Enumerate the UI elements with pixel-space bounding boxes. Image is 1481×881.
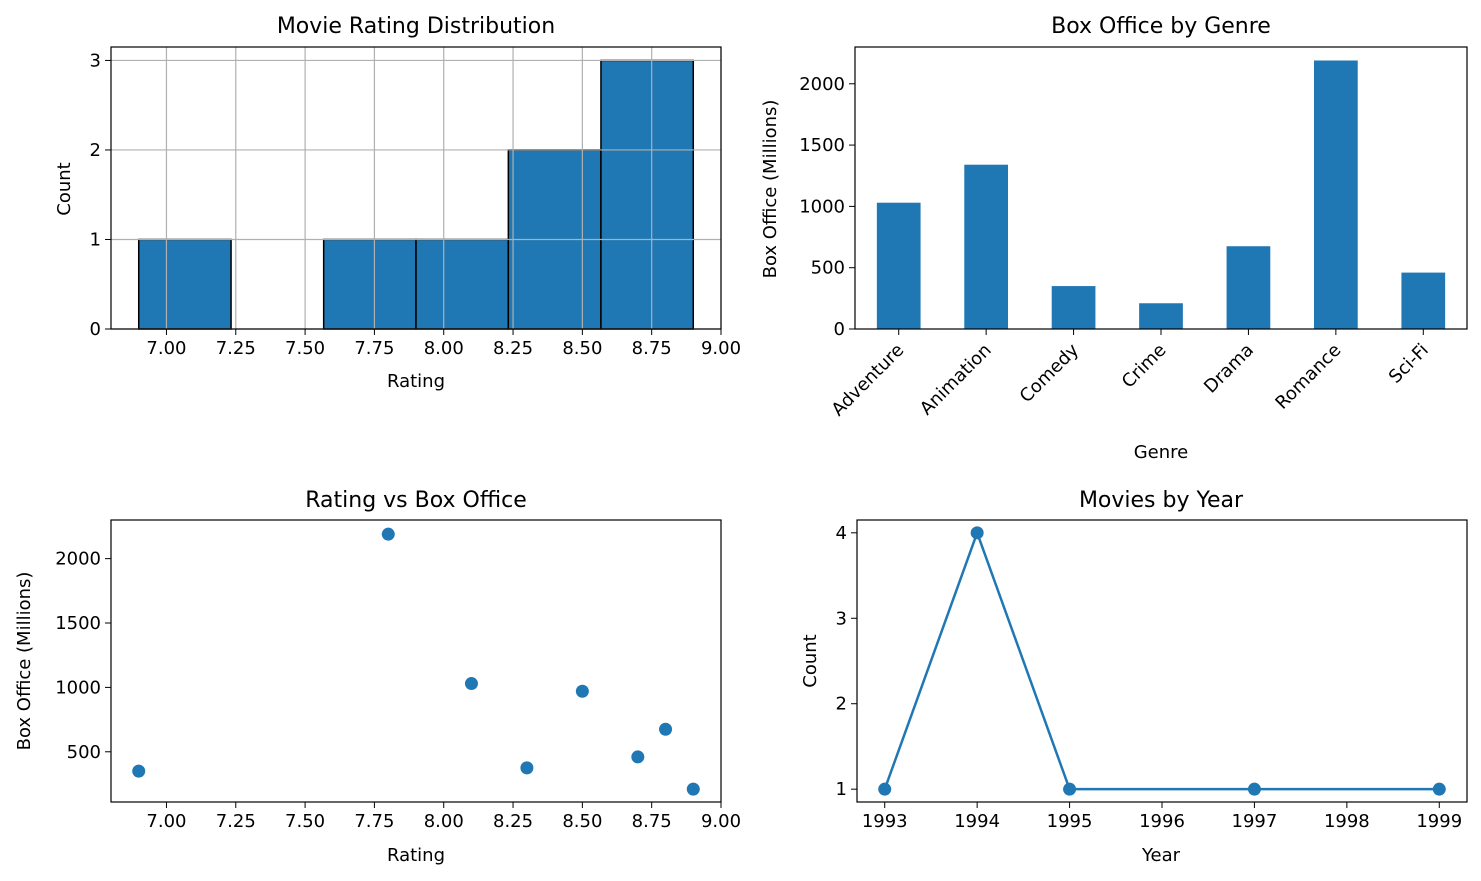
x-tick-label: 1999 (1416, 811, 1462, 832)
x-tick-label: 8.50 (562, 338, 602, 359)
x-tick-label: Crime (1118, 340, 1171, 393)
y-axis-label: Count (54, 162, 75, 215)
x-axis-label: Rating (387, 845, 445, 866)
x-tick-label: 1994 (954, 811, 1000, 832)
histogram-bar (322, 238, 417, 330)
y-tick-label: 1 (836, 779, 847, 800)
x-tick-label: 1995 (1047, 811, 1093, 832)
x-axis-label: Year (1141, 845, 1181, 866)
y-axis-label: Count (800, 634, 821, 687)
x-tick-label: 7.00 (146, 811, 186, 832)
histogram-bar (415, 238, 510, 330)
x-tick-label: 8.00 (424, 338, 464, 359)
bar (1226, 246, 1271, 329)
y-tick-label: 0 (834, 319, 845, 340)
x-tick-label: 7.00 (146, 338, 186, 359)
x-tick-label: 8.75 (632, 811, 672, 832)
x-tick-label: 8.75 (632, 338, 672, 359)
x-tick-label: 1996 (1139, 811, 1185, 832)
scatter-point (686, 782, 700, 796)
rating-vs-box-office-panel: Rating vs Box Office Rating Box Office (… (14, 488, 741, 866)
y-axis-label: Box Office (Millions) (14, 572, 35, 751)
series-line (883, 529, 1440, 791)
scatter-point (464, 677, 478, 691)
y-tick-label: 2000 (55, 549, 101, 570)
x-tick-label: 7.50 (285, 338, 325, 359)
x-axis-label: Rating (387, 371, 445, 392)
scatter-point (575, 684, 589, 698)
scatter-point (631, 750, 645, 764)
histogram-bar (600, 59, 695, 330)
plot-frame (854, 46, 1468, 330)
x-tick-label: 9.00 (701, 338, 741, 359)
plot-frame (856, 519, 1468, 803)
scatter-point (520, 761, 534, 775)
x-tick-label: 1998 (1324, 811, 1370, 832)
y-tick-label: 3 (836, 608, 847, 629)
box-office-genre-panel: Box Office by Genre Genre Box Office (Mi… (760, 14, 1468, 463)
x-tick-label: 1997 (1232, 811, 1278, 832)
scatter-point (381, 527, 395, 541)
scatter-point (132, 764, 146, 778)
x-tick-label: Animation (916, 340, 996, 420)
x-tick-label: Sci-Fi (1385, 340, 1433, 388)
x-tick-label: 8.00 (424, 811, 464, 832)
x-tick-label: 8.25 (493, 338, 533, 359)
chart-title: Movies by Year (1079, 488, 1244, 513)
x-tick-label: 7.25 (216, 811, 256, 832)
y-tick-label: 1500 (799, 135, 845, 156)
rating-histogram-panel: Movie Rating Distribution Rating Count 7… (54, 14, 741, 392)
line-marker (878, 782, 892, 796)
x-tick-label: Adventure (828, 340, 909, 421)
y-tick-label: 4 (836, 523, 847, 544)
y-tick-label: 500 (67, 742, 101, 763)
movies-by-year-panel: Movies by Year Year Count 1993 1994 1995 19… (800, 488, 1468, 866)
x-axis-label: Genre (1134, 442, 1189, 463)
line-marker (1063, 782, 1077, 796)
x-tick-label: 8.25 (493, 811, 533, 832)
bar (964, 164, 1008, 329)
x-tick-label: Drama (1200, 340, 1258, 398)
y-tick-label: 3 (90, 50, 101, 71)
y-tick-label: 1000 (799, 196, 845, 217)
plot-frame (110, 46, 722, 330)
y-tick-label: 2000 (799, 74, 845, 95)
chart-title: Box Office by Genre (1051, 14, 1271, 39)
x-tick-label: 9.00 (701, 811, 741, 832)
x-tick-label: 8.50 (562, 811, 602, 832)
y-tick-label: 0 (90, 319, 101, 340)
x-tick-label: 1993 (862, 811, 908, 832)
x-tick-label: 7.75 (354, 811, 394, 832)
x-tick-label: 7.25 (216, 338, 256, 359)
x-tick-label: 7.75 (354, 338, 394, 359)
bar (1139, 303, 1183, 329)
x-tick-label: 7.50 (285, 811, 325, 832)
x-tick-label: Romance (1271, 340, 1345, 414)
scatter-point (659, 722, 673, 736)
bar (1051, 286, 1096, 329)
chart-title: Movie Rating Distribution (277, 14, 555, 39)
bar (1401, 272, 1446, 329)
x-tick-label: Comedy (1016, 339, 1084, 407)
bar (1314, 60, 1358, 329)
y-tick-label: 1000 (55, 677, 101, 698)
y-tick-label: 2 (836, 694, 847, 715)
y-tick-label: 2 (90, 140, 101, 161)
chart-title: Rating vs Box Office (305, 488, 527, 513)
bar (876, 202, 921, 329)
y-tick-label: 500 (811, 258, 845, 279)
y-axis-label: Box Office (Millions) (760, 100, 781, 279)
y-tick-label: 1 (90, 229, 101, 250)
line-marker (1432, 782, 1446, 796)
y-tick-label: 1500 (55, 613, 101, 634)
line-marker (970, 526, 984, 540)
plot-frame (110, 519, 722, 803)
histogram-bar (137, 238, 232, 330)
line-marker (1247, 782, 1261, 796)
